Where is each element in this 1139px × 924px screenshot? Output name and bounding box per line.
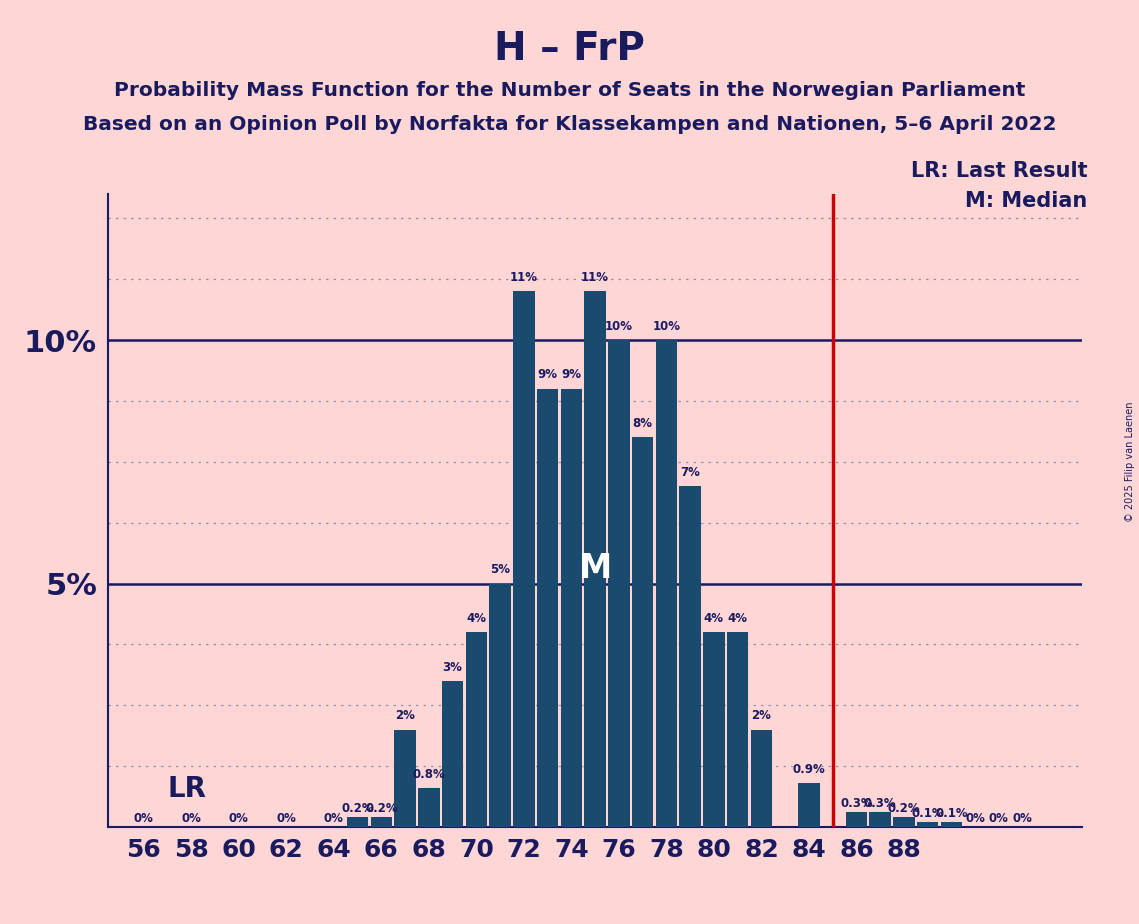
Text: Based on an Opinion Poll by Norfakta for Klassekampen and Nationen, 5–6 April 20: Based on an Opinion Poll by Norfakta for… [83,116,1056,135]
Bar [703,632,724,827]
Bar [514,291,534,827]
Bar [370,817,392,827]
Text: 2%: 2% [752,710,771,723]
Text: 0%: 0% [229,811,248,824]
Bar [632,437,654,827]
Text: 0%: 0% [989,811,1009,824]
Text: 0.3%: 0.3% [841,796,872,810]
Text: 4%: 4% [728,612,747,625]
Bar [466,632,487,827]
Bar [418,788,440,827]
Text: 0.2%: 0.2% [342,802,374,815]
Text: 0.2%: 0.2% [887,802,920,815]
Text: 3%: 3% [443,661,462,674]
Text: 5%: 5% [490,564,510,577]
Text: 2%: 2% [395,710,415,723]
Bar [347,817,368,827]
Text: 0.8%: 0.8% [412,768,445,781]
Text: 0.3%: 0.3% [863,796,896,810]
Text: 0%: 0% [323,811,344,824]
Bar [846,812,867,827]
Text: H – FrP: H – FrP [494,30,645,67]
Text: 11%: 11% [581,271,609,284]
Bar [727,632,748,827]
Bar [608,340,630,827]
Text: 0.1%: 0.1% [911,807,944,820]
Bar [941,822,962,827]
Bar [680,486,700,827]
Text: 0.1%: 0.1% [935,807,968,820]
Text: 7%: 7% [680,466,700,479]
Bar [394,730,416,827]
Text: 0.9%: 0.9% [793,763,826,776]
Text: 4%: 4% [466,612,486,625]
Bar [893,817,915,827]
Text: 10%: 10% [653,320,680,333]
Text: © 2025 Filip van Laenen: © 2025 Filip van Laenen [1125,402,1134,522]
Text: 0.2%: 0.2% [364,802,398,815]
Bar [584,291,606,827]
Text: M: Median: M: Median [966,191,1088,212]
Text: 11%: 11% [510,271,538,284]
Text: 8%: 8% [632,417,653,431]
Text: 4%: 4% [704,612,724,625]
Bar [560,389,582,827]
Text: 0%: 0% [277,811,296,824]
Bar [442,681,464,827]
Bar [490,584,510,827]
Text: 0%: 0% [134,811,154,824]
Bar [656,340,677,827]
Bar [536,389,558,827]
Text: 9%: 9% [538,369,558,382]
Bar [869,812,891,827]
Text: M: M [579,553,612,586]
Bar [917,822,939,827]
Text: 9%: 9% [562,369,581,382]
Text: Probability Mass Function for the Number of Seats in the Norwegian Parliament: Probability Mass Function for the Number… [114,81,1025,101]
Bar [798,784,820,827]
Bar [751,730,772,827]
Text: 0%: 0% [1013,811,1033,824]
Text: 0%: 0% [965,811,985,824]
Text: 0%: 0% [181,811,202,824]
Text: LR: LR [167,774,206,803]
Text: LR: Last Result: LR: Last Result [911,161,1088,181]
Text: 10%: 10% [605,320,633,333]
